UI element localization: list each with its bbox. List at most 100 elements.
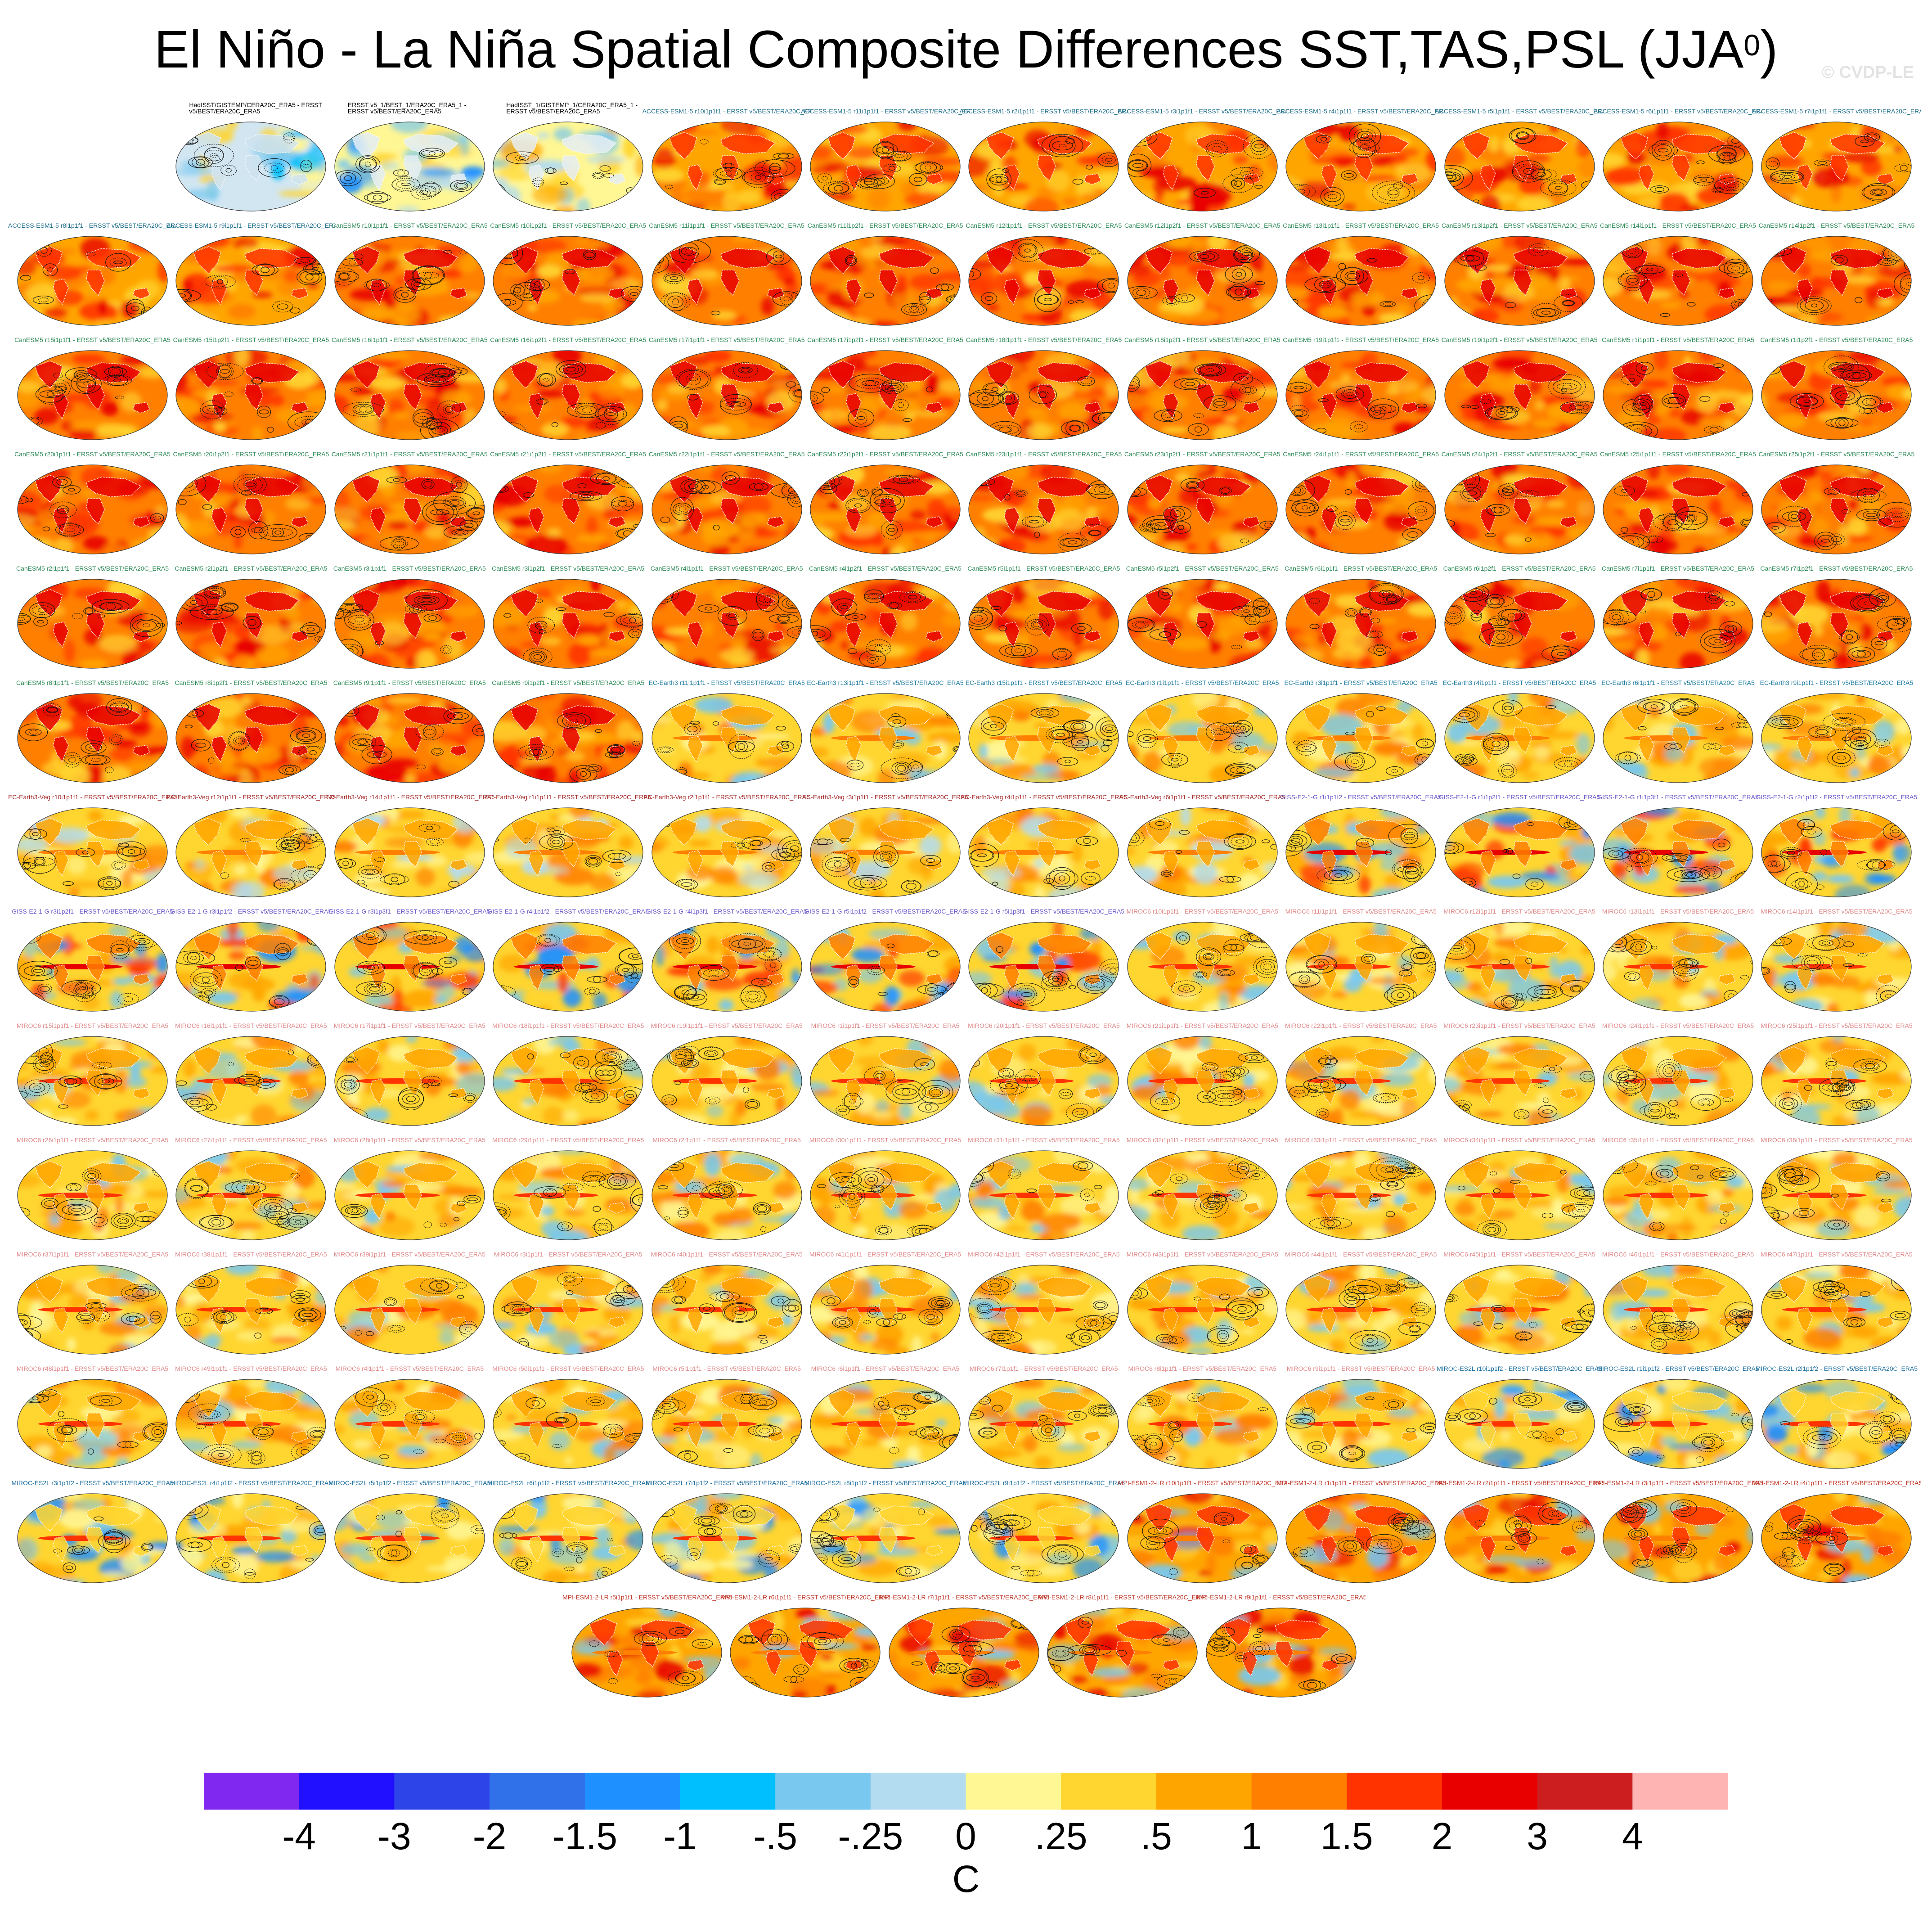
psl-contour xyxy=(1367,398,1399,419)
composite-map xyxy=(1603,122,1753,212)
psl-contour xyxy=(456,183,467,189)
psl-contour xyxy=(1372,150,1379,156)
map-panel: ACCESS-ESM1-5 r11i1p1f1 - ERSST v5/BEST/… xyxy=(801,108,970,213)
psl-contour xyxy=(1687,302,1696,307)
psl-contour xyxy=(1230,377,1266,403)
composite-map xyxy=(334,464,485,554)
psl-contour xyxy=(1177,525,1184,530)
continent-outline xyxy=(562,155,581,182)
continent-outline xyxy=(1461,360,1490,389)
equatorial-band xyxy=(1465,735,1550,741)
continent-outline xyxy=(132,402,150,414)
psl-contour xyxy=(1713,363,1724,368)
shading-blob xyxy=(937,428,960,440)
composite-map xyxy=(1444,122,1595,212)
psl-contour xyxy=(1294,410,1303,416)
shading-blob xyxy=(181,160,208,170)
map-panel: EC-Earth3-Veg r12i1p1f1 - ERSST v5/BEST/… xyxy=(166,794,335,899)
shading-blob xyxy=(1560,205,1595,211)
shading-blob xyxy=(1577,158,1595,178)
shading-blob xyxy=(722,191,741,211)
psl-contour xyxy=(1627,278,1638,283)
map-outline xyxy=(334,122,485,212)
map-outline xyxy=(1127,236,1278,326)
shading-blob xyxy=(137,366,167,379)
shading-blob xyxy=(1654,513,1664,520)
psl-contour xyxy=(883,498,892,504)
shading-blob xyxy=(783,278,794,285)
continent-outline xyxy=(35,475,63,503)
continent-outline xyxy=(211,507,228,534)
psl-contour xyxy=(1628,248,1636,254)
psl-contour xyxy=(762,159,787,178)
psl-contour xyxy=(539,373,553,387)
map-panel: CanESM5 r2i1p1f1 - ERSST v5/BEST/ERA20C_… xyxy=(16,565,169,671)
psl-contour xyxy=(1186,482,1198,488)
psl-contour xyxy=(1321,137,1327,142)
shading-blob xyxy=(1603,694,1614,707)
psl-contour xyxy=(618,501,628,507)
continent-outline xyxy=(1037,362,1093,383)
psl-contour xyxy=(738,367,753,374)
shading-blob xyxy=(1575,135,1592,158)
psl-contour xyxy=(425,503,454,522)
composite-map xyxy=(651,464,802,554)
psl-contour xyxy=(1002,392,1015,404)
psl-contour xyxy=(513,282,541,302)
shading-blob xyxy=(576,198,590,211)
shading-blob xyxy=(98,299,108,315)
shading-blob xyxy=(546,528,562,536)
shading-blob xyxy=(1254,705,1274,716)
psl-contour xyxy=(202,504,212,510)
map-panel: ACCESS-ESM1-5 r3i1p1f1 - ERSST v5/BEST/E… xyxy=(1118,108,1287,213)
psl-contour xyxy=(1675,273,1683,277)
panel-title: EC-Earth3-Veg r14i1p1f1 - ERSST v5/BEST/… xyxy=(325,794,494,801)
continent-outline xyxy=(370,621,386,648)
psl-contour xyxy=(936,284,954,291)
shading-blob xyxy=(1445,296,1460,317)
map-outline xyxy=(1603,236,1753,326)
psl-contour xyxy=(412,409,434,428)
composite-map xyxy=(651,236,802,326)
psl-contour xyxy=(416,187,431,198)
shading-blob xyxy=(1892,428,1904,437)
panel-title: ACCESS-ESM1-5 r4i1p1f1 - ERSST v5/BEST/E… xyxy=(1276,108,1446,115)
composite-map xyxy=(1761,236,1912,326)
shading-blob xyxy=(1160,427,1189,433)
psl-contour xyxy=(1022,516,1047,528)
continent-outline xyxy=(687,507,703,534)
composite-map xyxy=(1285,693,1436,783)
continent-outline xyxy=(1144,246,1173,275)
psl-contour xyxy=(592,172,604,179)
composite-map xyxy=(1127,579,1278,669)
continent-outline xyxy=(370,164,386,191)
psl-contour xyxy=(1236,272,1242,277)
psl-contour xyxy=(1444,360,1453,369)
map-panel: CanESM5 r2i1p2f1 - ERSST v5/BEST/ERA20C_… xyxy=(175,565,327,671)
psl-contour xyxy=(793,427,802,432)
shading-blob xyxy=(176,465,196,477)
psl-contour xyxy=(500,764,507,770)
shading-blob xyxy=(1617,409,1647,430)
psl-contour xyxy=(687,394,698,401)
panel-title: CanESM5 r21i1p2f1 - ERSST v5/BEST/ERA20C… xyxy=(490,451,647,458)
psl-contour xyxy=(76,374,96,393)
psl-contour xyxy=(1621,489,1627,493)
continent-outline xyxy=(720,155,739,182)
psl-contour xyxy=(755,175,761,180)
psl-contour xyxy=(423,481,432,488)
psl-contour xyxy=(1370,404,1397,414)
shading-blob xyxy=(452,884,481,895)
shading-blob xyxy=(1127,700,1144,707)
psl-contour xyxy=(1105,158,1113,162)
shading-blob xyxy=(862,607,882,628)
shading-blob xyxy=(701,519,740,538)
panel-title: CanESM5 r1i1p2f1 - ERSST v5/BEST/ERA20C_… xyxy=(1760,337,1913,343)
map-panel: EC-Earth3 r6i1p1f1 - ERSST v5/BEST/ERA20… xyxy=(1601,680,1755,785)
psl-contour xyxy=(450,476,467,493)
continent-outline xyxy=(403,498,422,525)
composite-map xyxy=(968,350,1119,440)
psl-contour xyxy=(244,482,256,487)
psl-contour xyxy=(424,374,449,385)
continent-outline xyxy=(1779,475,1807,503)
